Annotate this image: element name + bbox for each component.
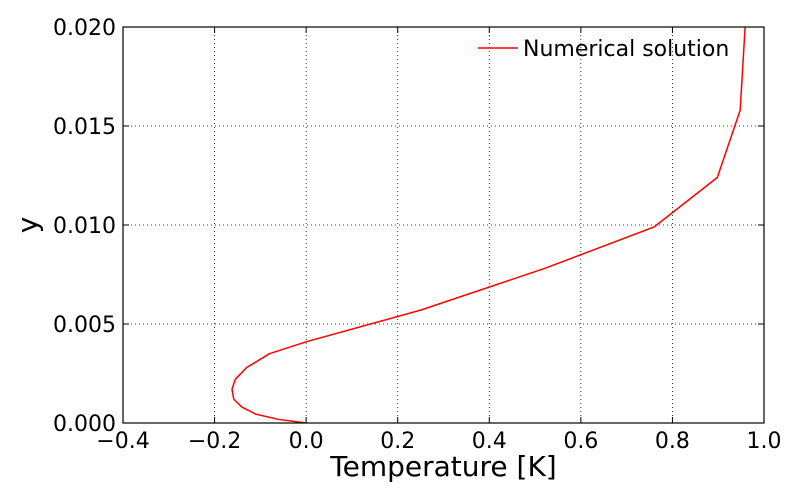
y-axis-label: y (11, 217, 44, 234)
x-tick-label: 0.6 (563, 429, 598, 454)
x-axis-label: Temperature [K] (329, 450, 556, 483)
x-tick-label: 0.4 (472, 429, 507, 454)
ticks (122, 26, 765, 424)
series-line-0 (231, 27, 746, 423)
x-tick-label: −0.4 (96, 429, 149, 454)
y-tick-label: 0.015 (53, 115, 116, 140)
x-tick-label: 0.2 (380, 429, 415, 454)
x-tick-label: 0.8 (655, 429, 690, 454)
y-tick-label: 0.005 (53, 313, 116, 338)
y-tick-label: 0.020 (53, 16, 116, 41)
grid (122, 26, 765, 424)
x-tick-label: 0.0 (289, 429, 324, 454)
x-tick-label: 1.0 (747, 429, 782, 454)
legend: Numerical solution (478, 37, 729, 62)
y-tick-label: 0.010 (53, 214, 116, 239)
series-layer (231, 27, 746, 423)
y-tick-label: 0.000 (53, 412, 116, 437)
legend-label-numerical-solution: Numerical solution (523, 37, 729, 62)
tick-labels: −0.4 −0.2 0.0 0.2 0.4 0.6 0.8 1.0 0.000 0.005 0.01… (53, 16, 781, 454)
x-tick-label: −0.2 (188, 429, 241, 454)
